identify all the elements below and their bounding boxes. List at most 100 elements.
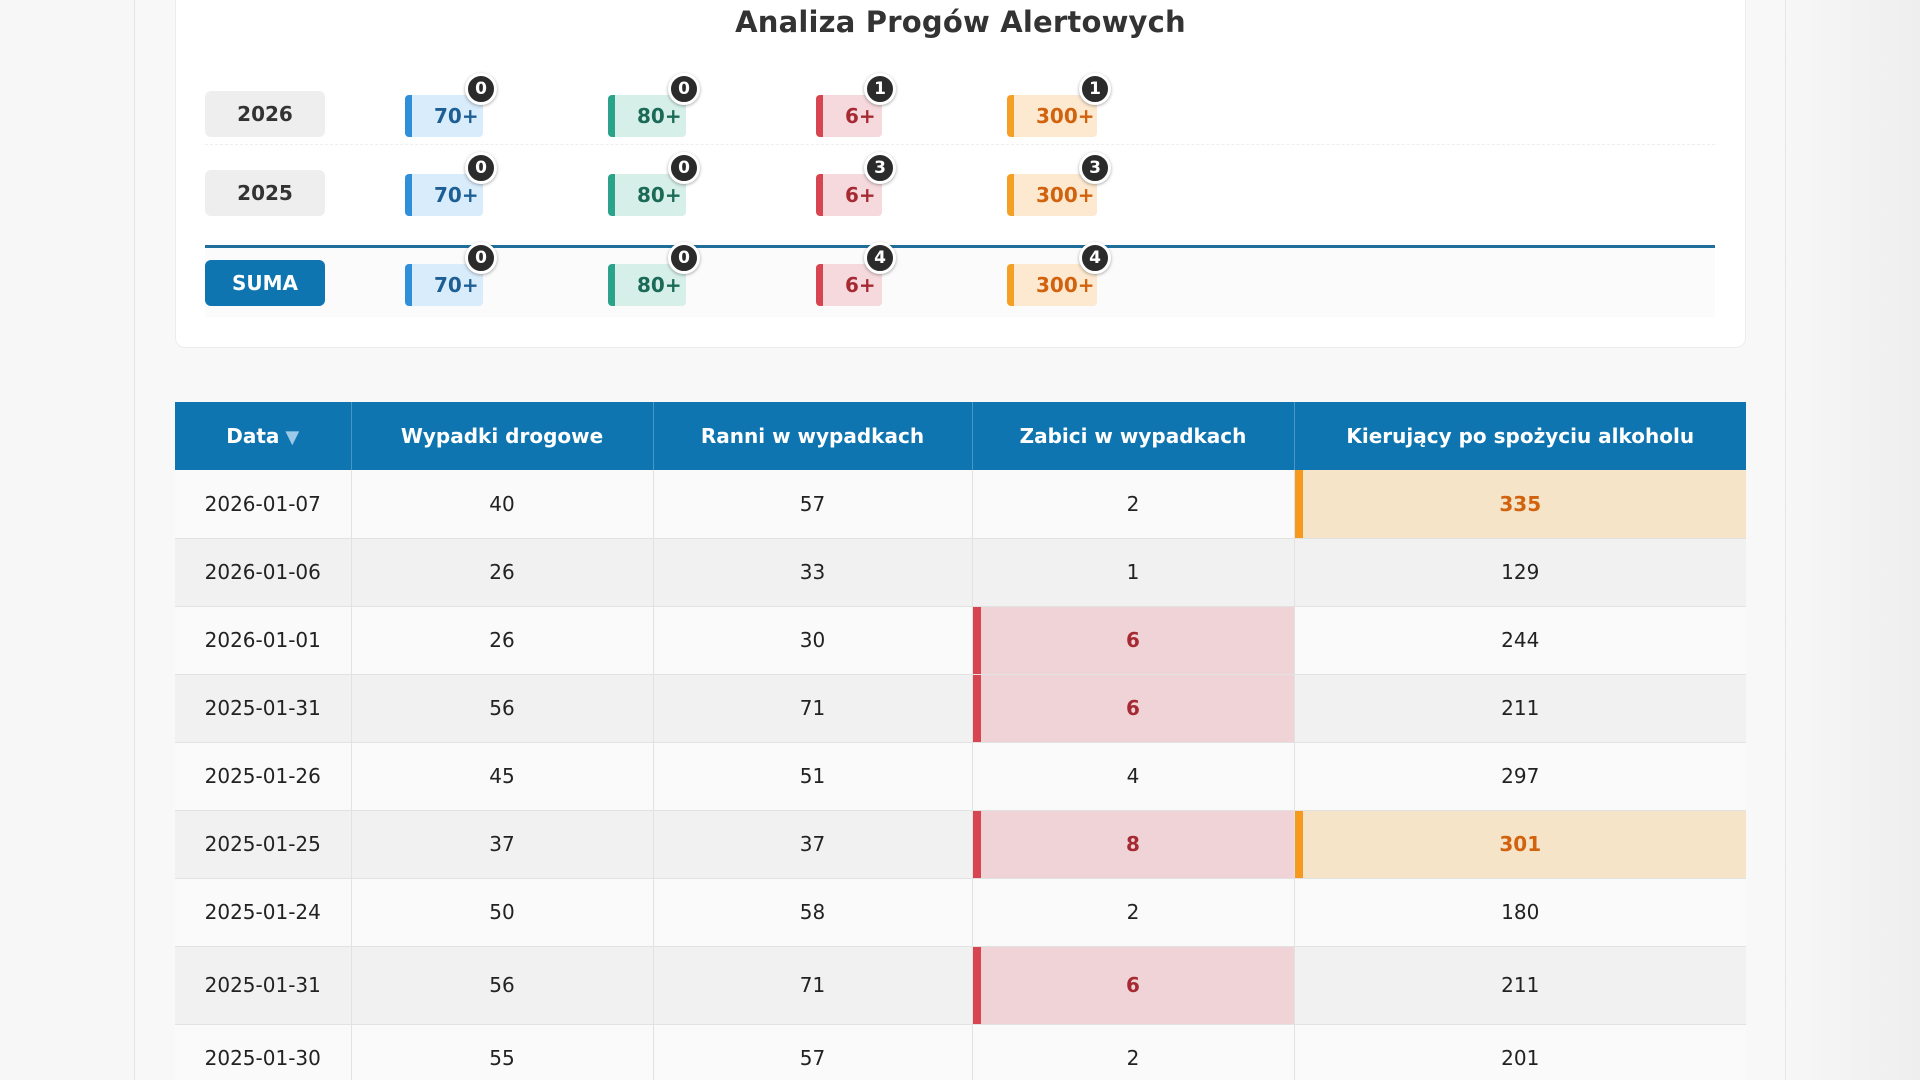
cell-drunk-drivers: 180 — [1294, 878, 1746, 947]
cell-injured: 37 — [653, 810, 973, 879]
table-row: 2025-01-25 37 37 8 301 — [175, 810, 1746, 879]
cell-date: 2026-01-01 — [175, 606, 352, 675]
chip-label: 70+ — [434, 183, 479, 207]
cell-accidents: 56 — [351, 946, 654, 1025]
threshold-chip-80[interactable]: 80+ 0 — [608, 73, 700, 137]
threshold-chip-70[interactable]: 70+ 0 — [405, 242, 497, 306]
count-badge: 0 — [465, 73, 497, 105]
cell-injured: 33 — [653, 538, 973, 607]
cell-killed-alert: 6 — [972, 674, 1295, 743]
cell-date: 2025-01-31 — [175, 674, 352, 743]
cell-injured: 51 — [653, 742, 973, 811]
cell-killed: 2 — [972, 878, 1295, 947]
chip-label: 70+ — [434, 273, 479, 297]
accidents-table: Data ▼ Wypadki drogowe Ranni w wypadkach … — [175, 402, 1746, 1080]
cell-date: 2025-01-25 — [175, 810, 352, 879]
cell-injured: 71 — [653, 946, 973, 1025]
count-badge: 0 — [668, 242, 700, 274]
threshold-chip-300[interactable]: 300+ 1 — [1007, 73, 1111, 137]
table-row: 2025-01-30 55 57 2 201 — [175, 1024, 1746, 1080]
cell-killed: 2 — [972, 1024, 1295, 1080]
column-header-date[interactable]: Data ▼ — [175, 402, 352, 470]
cell-date: 2026-01-06 — [175, 538, 352, 607]
cell-injured: 71 — [653, 674, 973, 743]
year-label[interactable]: 2026 — [205, 91, 325, 137]
chip-label: 6+ — [845, 273, 876, 297]
cell-accidents: 50 — [351, 878, 654, 947]
cell-accidents: 37 — [351, 810, 654, 879]
count-badge: 4 — [1079, 242, 1111, 274]
chip-label: 80+ — [637, 273, 682, 297]
cell-killed: 1 — [972, 538, 1295, 607]
count-badge: 1 — [864, 73, 896, 105]
table-row: 2025-01-31 56 71 6 211 — [175, 674, 1746, 743]
table-row: 2026-01-07 40 57 2 335 — [175, 470, 1746, 539]
cell-killed: 4 — [972, 742, 1295, 811]
chip-label: 70+ — [434, 104, 479, 128]
threshold-chip-300[interactable]: 300+ 3 — [1007, 152, 1111, 216]
threshold-chip-6[interactable]: 6+ 1 — [816, 73, 896, 137]
threshold-chip-6[interactable]: 6+ 3 — [816, 152, 896, 216]
cell-drunk-drivers-alert: 301 — [1294, 810, 1746, 879]
chip-label: 6+ — [845, 183, 876, 207]
chip-label: 300+ — [1036, 104, 1095, 128]
cell-date: 2025-01-30 — [175, 1024, 352, 1080]
cell-date: 2026-01-07 — [175, 470, 352, 539]
cell-injured: 30 — [653, 606, 973, 675]
count-badge: 3 — [1079, 152, 1111, 184]
cell-date: 2025-01-26 — [175, 742, 352, 811]
column-header-injured[interactable]: Ranni w wypadkach — [653, 402, 973, 470]
table-row: 2025-01-31 56 71 6 211 — [175, 946, 1746, 1025]
cell-drunk-drivers: 211 — [1294, 946, 1746, 1025]
cell-injured: 58 — [653, 878, 973, 947]
cell-drunk-drivers: 297 — [1294, 742, 1746, 811]
year-row-2026: 2026 70+ 0 80+ 0 6+ 1 300+ 1 — [205, 73, 1715, 145]
threshold-chip-70[interactable]: 70+ 0 — [405, 73, 497, 137]
column-header-killed[interactable]: Zabici w wypadkach — [972, 402, 1295, 470]
year-label[interactable]: 2025 — [205, 170, 325, 216]
cell-drunk-drivers: 211 — [1294, 674, 1746, 743]
cell-drunk-drivers: 201 — [1294, 1024, 1746, 1080]
cell-drunk-drivers: 244 — [1294, 606, 1746, 675]
table-row: 2026-01-01 26 30 6 244 — [175, 606, 1746, 675]
cell-injured: 57 — [653, 1024, 973, 1080]
cell-drunk-drivers: 129 — [1294, 538, 1746, 607]
chip-label: 80+ — [637, 104, 682, 128]
year-row-2025: 2025 70+ 0 80+ 0 6+ 3 300+ 3 — [205, 152, 1715, 224]
chip-label: 300+ — [1036, 273, 1095, 297]
threshold-chip-80[interactable]: 80+ 0 — [608, 242, 700, 306]
panel-title: Analiza Progów Alertowych — [735, 5, 1186, 39]
table-header-row: Data ▼ Wypadki drogowe Ranni w wypadkach … — [175, 402, 1746, 470]
count-badge: 0 — [668, 73, 700, 105]
count-badge: 0 — [465, 242, 497, 274]
threshold-chip-80[interactable]: 80+ 0 — [608, 152, 700, 216]
cell-accidents: 26 — [351, 606, 654, 675]
table-row: 2026-01-06 26 33 1 129 — [175, 538, 1746, 607]
cell-date: 2025-01-24 — [175, 878, 352, 947]
cell-date: 2025-01-31 — [175, 946, 352, 1025]
chip-label: 6+ — [845, 104, 876, 128]
cell-accidents: 40 — [351, 470, 654, 539]
count-badge: 1 — [1079, 73, 1111, 105]
cell-accidents: 26 — [351, 538, 654, 607]
cell-injured: 57 — [653, 470, 973, 539]
threshold-chip-70[interactable]: 70+ 0 — [405, 152, 497, 216]
count-badge: 4 — [864, 242, 896, 274]
column-header-drunk-drivers[interactable]: Kierujący po spożyciu alkoholu — [1294, 402, 1746, 470]
table-row: 2025-01-26 45 51 4 297 — [175, 742, 1746, 811]
sum-label[interactable]: SUMA — [205, 260, 325, 306]
threshold-chip-6[interactable]: 6+ 4 — [816, 242, 896, 306]
count-badge: 3 — [864, 152, 896, 184]
cell-killed-alert: 8 — [972, 810, 1295, 879]
chip-label: 80+ — [637, 183, 682, 207]
threshold-chip-300[interactable]: 300+ 4 — [1007, 242, 1111, 306]
column-header-accidents[interactable]: Wypadki drogowe — [351, 402, 654, 470]
table-row: 2025-01-24 50 58 2 180 — [175, 878, 1746, 947]
sort-down-icon[interactable]: ▼ — [285, 427, 300, 448]
count-badge: 0 — [465, 152, 497, 184]
cell-killed-alert: 6 — [972, 606, 1295, 675]
cell-killed-alert: 6 — [972, 946, 1295, 1025]
cell-accidents: 56 — [351, 674, 654, 743]
year-row-suma: SUMA 70+ 0 80+ 0 6+ 4 300+ 4 — [205, 242, 1715, 317]
count-badge: 0 — [668, 152, 700, 184]
